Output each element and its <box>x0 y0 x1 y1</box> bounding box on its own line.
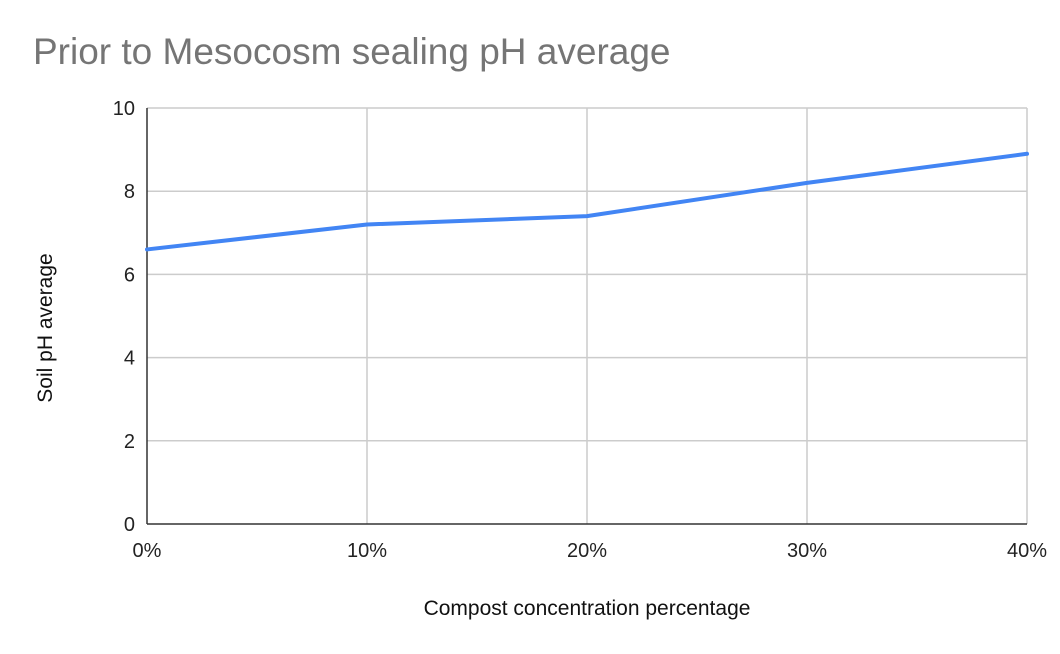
y-tick-label: 0 <box>124 514 135 536</box>
x-tick-label: 0% <box>133 540 162 562</box>
gridlines <box>147 107 1028 524</box>
y-tick-label: 8 <box>124 181 135 203</box>
y-axis-label: Soil pH average <box>34 253 57 402</box>
x-tick-label: 10% <box>347 540 387 562</box>
y-tick-label: 10 <box>113 98 135 120</box>
tick-labels: 0 2 4 6 8 10 0% 10% 20% 30% 40% <box>113 98 1047 562</box>
x-tick-label: 40% <box>1007 540 1047 562</box>
y-tick-label: 2 <box>124 431 135 453</box>
axes <box>146 108 1027 525</box>
series-line <box>145 151 1029 252</box>
x-tick-label: 20% <box>567 540 607 562</box>
series-lines <box>145 151 1029 252</box>
x-axis-label: Compost concentration percentage <box>424 597 751 620</box>
y-tick-label: 4 <box>124 348 135 370</box>
chart-title: Prior to Mesocosm sealing pH average <box>33 31 671 72</box>
y-tick-label: 6 <box>124 264 135 286</box>
x-tick-label: 30% <box>787 540 827 562</box>
